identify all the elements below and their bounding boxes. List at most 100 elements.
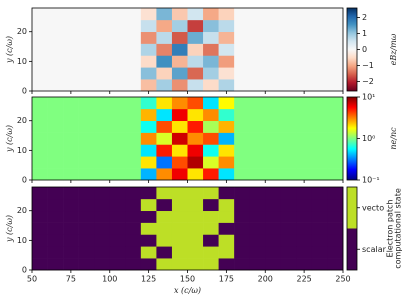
- heatmap-cell: [109, 67, 126, 80]
- heatmap-cell: [280, 19, 297, 33]
- heatmap-cell: [125, 8, 142, 21]
- x-tick-label: 250: [335, 275, 350, 284]
- heatmap-cell: [63, 19, 79, 33]
- colorbar-tick-label: vecto: [362, 203, 384, 212]
- heatmap-cell: [78, 108, 95, 122]
- heatmap-cell: [171, 198, 188, 212]
- heatmap-cell: [63, 187, 79, 200]
- heatmap-cell: [32, 210, 48, 223]
- heatmap-cell: [249, 187, 266, 200]
- heatmap-cell: [63, 108, 79, 122]
- y-tick-label: 10: [17, 57, 27, 66]
- heatmap-cell: [32, 132, 48, 145]
- heatmap-cell: [249, 222, 266, 235]
- heatmap-cell: [187, 222, 204, 235]
- heatmap-cell: [109, 97, 126, 110]
- heatmap-cell: [94, 168, 111, 181]
- heatmap-cell: [249, 258, 266, 271]
- heatmap-cell: [63, 156, 79, 169]
- heatmap-cell: [265, 210, 282, 223]
- heatmap-cell: [265, 67, 282, 80]
- x-tick-label: 50: [27, 275, 37, 284]
- heatmap-cell: [125, 210, 142, 223]
- heatmap-cell: [94, 132, 111, 145]
- heatmap-cell: [203, 144, 219, 157]
- heatmap-cell: [280, 43, 297, 56]
- heatmap-cell: [94, 97, 111, 110]
- heatmap-cell: [78, 210, 95, 223]
- colorbar-tick-label: 2: [362, 13, 367, 22]
- heatmap-cell: [32, 108, 48, 122]
- colorbar: [347, 97, 357, 180]
- y-tick-label: 0: [22, 176, 27, 185]
- heatmap-cell: [218, 108, 235, 122]
- heatmap-cell: [140, 108, 157, 122]
- colorbar-tick-label: 1: [362, 29, 367, 38]
- heatmap-cell: [296, 43, 313, 56]
- colorbar: [347, 228, 357, 270]
- heatmap-cell: [187, 31, 204, 44]
- heatmap-cell: [156, 222, 173, 235]
- heatmap-cell: [140, 19, 157, 33]
- heatmap-cell: [234, 168, 250, 181]
- heatmap-cell: [296, 210, 313, 223]
- heatmap-cell: [327, 120, 344, 133]
- heatmap-cell: [311, 132, 328, 145]
- heatmap-cell: [78, 132, 95, 145]
- heatmap-cell: [203, 168, 219, 181]
- heatmap-cell: [171, 19, 188, 33]
- heatmap-cell: [296, 246, 313, 259]
- heatmap-cell: [78, 144, 95, 157]
- heatmap-cell: [63, 132, 79, 145]
- heatmap-cell: [311, 55, 328, 68]
- colorbar-tick-label: 10⁻¹: [362, 176, 380, 185]
- heatmap-cell: [125, 132, 142, 145]
- heatmap-cell: [327, 198, 344, 212]
- heatmap-cell: [125, 43, 142, 56]
- heatmap-cell: [109, 43, 126, 56]
- heatmap-cell: [47, 55, 64, 68]
- heatmap-cell: [234, 79, 250, 92]
- heatmap-cell: [187, 19, 204, 33]
- x-tick-label: 225: [296, 275, 311, 284]
- heatmap-cell: [32, 31, 48, 44]
- heatmap-cell: [265, 168, 282, 181]
- x-tick-label: 75: [66, 275, 76, 284]
- heatmap-cell: [32, 156, 48, 169]
- heatmap-cell: [203, 97, 219, 110]
- heatmap-cell: [156, 198, 173, 212]
- heatmap-cell: [140, 210, 157, 223]
- heatmap-cell: [32, 67, 48, 80]
- heatmap-cell: [63, 210, 79, 223]
- colorbar-tick-label: 10¹: [362, 93, 375, 102]
- heatmap-cell: [311, 246, 328, 259]
- heatmap-cell: [187, 120, 204, 133]
- x-tick-label: 150: [180, 275, 195, 284]
- heatmap-cell: [218, 198, 235, 212]
- heatmap-cell: [140, 187, 157, 200]
- heatmap-cell: [171, 187, 188, 200]
- heatmap-cell: [265, 120, 282, 133]
- heatmap-cell: [109, 187, 126, 200]
- heatmap-cell: [171, 168, 188, 181]
- heatmap-cell: [32, 120, 48, 133]
- heatmap-cell: [234, 258, 250, 271]
- heatmap-cell: [171, 79, 188, 92]
- heatmap-cell: [156, 132, 173, 145]
- heatmap-cell: [203, 246, 219, 259]
- heatmap-cell: [296, 222, 313, 235]
- heatmap-cell: [140, 246, 157, 259]
- heatmap-cell: [109, 198, 126, 212]
- heatmap-cell: [218, 187, 235, 200]
- heatmap-cell: [234, 108, 250, 122]
- heatmap-cell: [280, 120, 297, 133]
- heatmap-cell: [187, 168, 204, 181]
- heatmap-cell: [234, 19, 250, 33]
- heatmap-cell: [249, 19, 266, 33]
- heatmap-cell: [125, 198, 142, 212]
- heatmap-cell: [203, 43, 219, 56]
- colorbar-label: Electron patch: [386, 200, 395, 258]
- heatmap-cell: [203, 222, 219, 235]
- heatmap-cell: [327, 187, 344, 200]
